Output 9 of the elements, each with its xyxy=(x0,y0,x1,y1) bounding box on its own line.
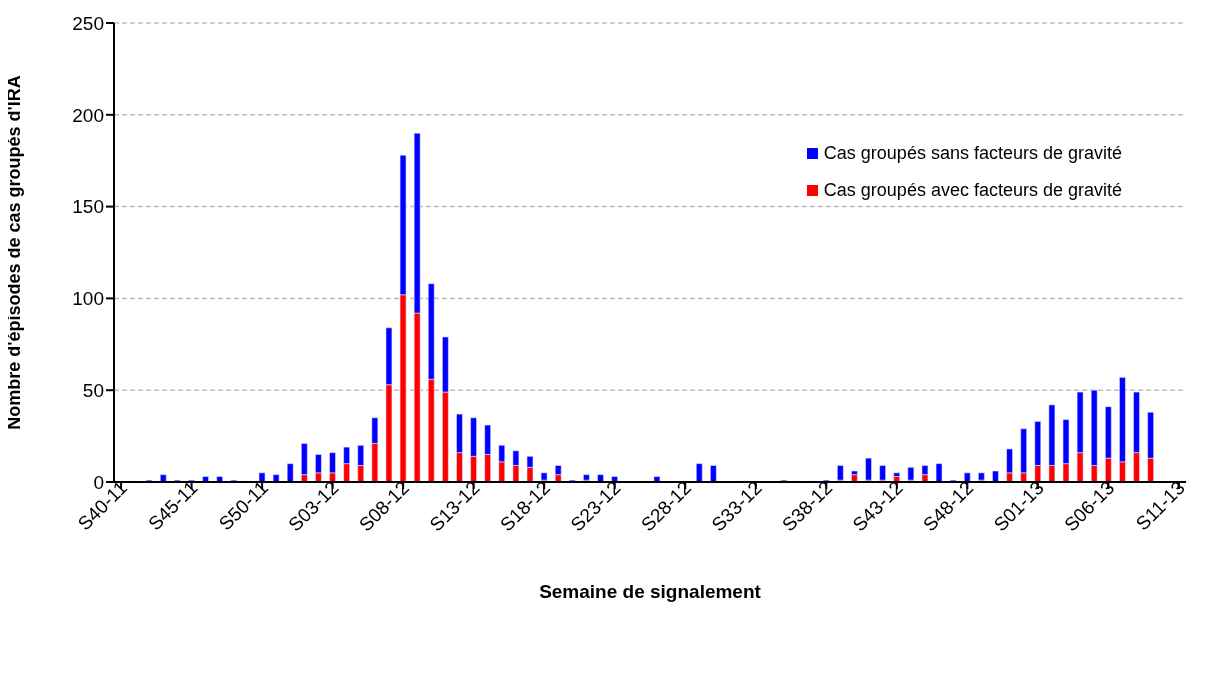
y-tick-label: 100 xyxy=(72,288,104,310)
x-axis-title: Semaine de signalement xyxy=(539,581,762,602)
y-axis-title: Nombre d'épisodes de cas groupés d'IRA xyxy=(4,75,25,430)
legend-label: Cas groupés sans facteurs de gravité xyxy=(823,143,1122,164)
y-tick-label: 50 xyxy=(82,379,104,401)
legend-label: Cas groupés avec facteurs de gravité xyxy=(823,180,1122,201)
y-tick-label: 200 xyxy=(72,104,104,126)
y-tick-label: 150 xyxy=(72,196,104,218)
y-tick-label: 250 xyxy=(72,12,104,34)
